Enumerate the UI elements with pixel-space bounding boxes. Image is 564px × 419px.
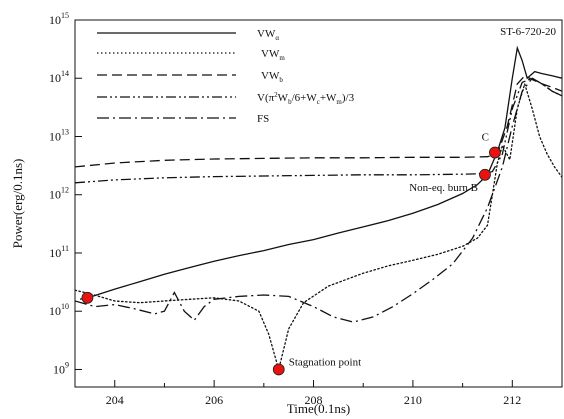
legend-label-4: V(π2​Wb​/6+Wc​+Wm​)/3 [257, 91, 355, 106]
y-axis-label: Power(erg/0.1ns) [10, 159, 25, 249]
marker-point [81, 291, 94, 304]
x-tick-label: 212 [503, 393, 521, 407]
y-tick-label: 109 [53, 360, 69, 376]
legend-label-2: VWm​ [261, 48, 285, 62]
legend: VWα​ VWm​ VWb​ V(π2​Wb​/6+Wc​+Wm​)/3 FS [97, 28, 355, 125]
marker-annotation: C [482, 132, 489, 144]
x-axis-label: Time(0.1ns) [287, 401, 350, 416]
legend-label-5: FS [257, 113, 269, 125]
series-line-1 [79, 45, 562, 300]
y-tick-label: 1011 [49, 244, 69, 260]
y-tick-label: 1015 [49, 11, 69, 27]
x-tick-label: 206 [205, 393, 223, 407]
legend-label-1: VWα​ [257, 28, 279, 42]
y-tick-label: 1014 [49, 69, 69, 85]
plot-content [75, 45, 562, 373]
marker-point [489, 146, 501, 159]
marker-point [479, 168, 491, 181]
axes: 204 206 208 210 212 109 1010 1011 1012 1013 1014 10… [49, 11, 563, 407]
plot-frame [74, 19, 563, 388]
x-tick-label: 208 [305, 393, 323, 407]
series-line-3 [75, 75, 562, 168]
marker-point [272, 363, 285, 376]
x-tick-label: 210 [404, 393, 422, 407]
series-line-2 [75, 81, 562, 373]
series-line-4 [75, 77, 562, 184]
markers: Stagnation point Non-eq. burn B C [81, 132, 501, 376]
y-tick-label: 1012 [49, 186, 69, 202]
marker-annotation: Non-eq. burn B [409, 182, 478, 194]
x-tick-label: 204 [106, 393, 124, 407]
series-line-5 [75, 77, 562, 323]
y-tick-label: 1010 [49, 302, 69, 318]
run-tag: ST-6-720-20 [500, 26, 556, 38]
marker-annotation: Stagnation point [289, 356, 361, 368]
y-tick-label: 1013 [49, 127, 69, 143]
legend-label-3: VWb​ [261, 70, 283, 84]
